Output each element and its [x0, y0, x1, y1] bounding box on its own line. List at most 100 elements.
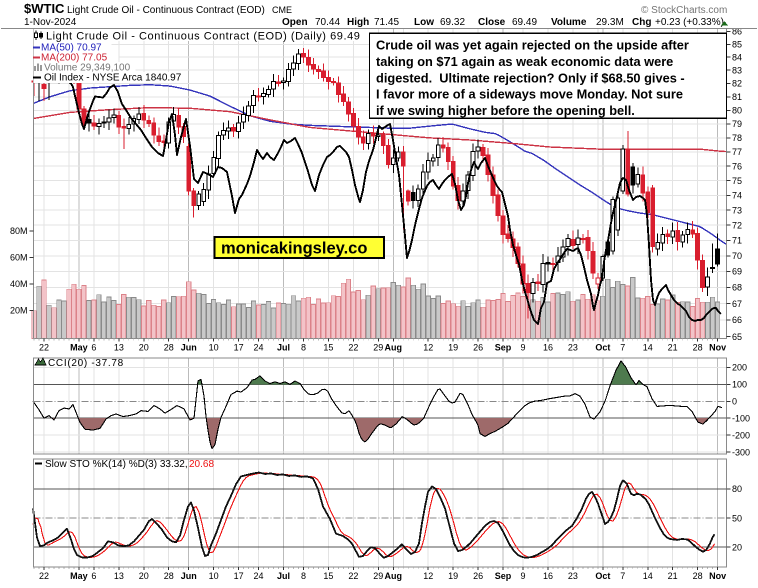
svg-text:Chg: Chg [632, 17, 651, 28]
svg-text:Oil Index - NYSE Arca 1840.97: Oil Index - NYSE Arca 1840.97 [44, 73, 182, 84]
svg-text:71.45: 71.45 [374, 17, 399, 28]
svg-text:20M: 20M [10, 306, 28, 316]
svg-text:Jul: Jul [277, 571, 290, 581]
svg-text:9: 9 [520, 343, 525, 353]
svg-text:69.32: 69.32 [440, 17, 465, 28]
svg-text:High: High [347, 17, 369, 28]
svg-text:26: 26 [473, 343, 483, 353]
svg-text:22: 22 [348, 343, 358, 353]
svg-text:80M: 80M [10, 226, 28, 236]
svg-text:monicakingsley.co: monicakingsley.co [221, 240, 367, 258]
svg-text:MA(50) 70.97: MA(50) 70.97 [41, 43, 102, 54]
svg-text:29.3M: 29.3M [596, 17, 624, 28]
svg-text:Jun: Jun [181, 343, 197, 353]
svg-text:taking on $71 again as weak ec: taking on $71 again as weak economic dat… [376, 54, 673, 69]
svg-text:83: 83 [732, 65, 742, 75]
svg-text:10: 10 [209, 343, 219, 353]
svg-text:85: 85 [732, 39, 742, 49]
svg-text:40M: 40M [10, 279, 28, 289]
svg-text:80: 80 [732, 484, 742, 494]
svg-text:22: 22 [348, 571, 358, 581]
svg-text:CCI(20) -37.78: CCI(20) -37.78 [48, 358, 124, 369]
svg-text:28: 28 [164, 571, 174, 581]
svg-text:81: 81 [732, 92, 742, 102]
svg-text:Sep: Sep [495, 343, 512, 353]
svg-text:0: 0 [732, 397, 737, 407]
svg-text:Low: Low [414, 17, 434, 28]
svg-text:12: 12 [423, 343, 433, 353]
svg-text:20: 20 [139, 343, 149, 353]
svg-text:75: 75 [732, 176, 742, 186]
svg-text:28: 28 [693, 343, 703, 353]
svg-text:80: 80 [732, 106, 742, 116]
svg-text:15: 15 [323, 571, 333, 581]
svg-text:I favor more of a sideways mov: I favor more of a sideways move Monday. … [376, 87, 683, 102]
svg-text:Aug: Aug [385, 343, 403, 353]
svg-text:10: 10 [209, 571, 219, 581]
svg-text:70: 70 [732, 251, 742, 261]
svg-text:28: 28 [164, 343, 174, 353]
svg-text:May: May [70, 343, 88, 353]
svg-text:Nov: Nov [709, 571, 726, 581]
svg-text:19: 19 [448, 343, 458, 353]
svg-text:6: 6 [91, 343, 96, 353]
svg-text:1-Nov-2024: 1-Nov-2024 [24, 17, 77, 28]
svg-text:if we swing higher before the: if we swing higher before the opening be… [376, 103, 635, 118]
svg-text:Oct: Oct [595, 571, 610, 581]
svg-text:Close: Close [478, 17, 506, 28]
svg-text:24: 24 [254, 571, 264, 581]
svg-text:13: 13 [114, 343, 124, 353]
svg-text:60M: 60M [10, 253, 28, 263]
svg-text:84: 84 [732, 52, 742, 62]
svg-text:24: 24 [254, 343, 264, 353]
svg-text:50: 50 [732, 513, 742, 523]
svg-text:7: 7 [620, 571, 625, 581]
svg-text:Open: Open [282, 17, 308, 28]
svg-text:21: 21 [668, 343, 678, 353]
svg-text:29: 29 [373, 343, 383, 353]
svg-text:20: 20 [139, 571, 149, 581]
svg-text:12: 12 [423, 571, 433, 581]
svg-text:67: 67 [732, 299, 742, 309]
svg-text:© StockCharts.com: © StockCharts.com [641, 5, 727, 16]
svg-text:73: 73 [732, 205, 742, 215]
svg-text:82: 82 [732, 79, 742, 89]
svg-text:Crude oil was yet again reject: Crude oil was yet again rejected on the … [376, 38, 689, 53]
svg-text:69: 69 [732, 267, 742, 277]
svg-text:29: 29 [373, 571, 383, 581]
svg-text:Jul: Jul [277, 343, 290, 353]
svg-text:19: 19 [448, 571, 458, 581]
svg-text:CME: CME [272, 5, 292, 15]
svg-text:Volume: Volume [551, 17, 587, 28]
svg-text:May: May [70, 571, 88, 581]
svg-text:Volume 29,349,100: Volume 29,349,100 [44, 63, 131, 74]
svg-text:21: 21 [668, 571, 678, 581]
svg-text:23: 23 [568, 343, 578, 353]
svg-text:69.49: 69.49 [512, 17, 537, 28]
svg-text:-100: -100 [732, 413, 750, 423]
svg-text:8: 8 [301, 343, 306, 353]
svg-text:14: 14 [643, 571, 653, 581]
svg-text:22: 22 [39, 343, 49, 353]
svg-text:MA(200) 77.05: MA(200) 77.05 [41, 53, 108, 64]
svg-text:digested. Ultimate rejection?: digested. Ultimate rejection? Only if $6… [376, 70, 685, 85]
svg-text:76: 76 [732, 161, 742, 171]
svg-text:65: 65 [732, 332, 742, 342]
svg-text:14: 14 [643, 343, 653, 353]
svg-text:Jun: Jun [181, 571, 197, 581]
svg-text:100: 100 [732, 380, 747, 390]
svg-text:-200: -200 [732, 430, 750, 440]
svg-text:86: 86 [732, 27, 742, 37]
svg-text:77: 77 [732, 147, 742, 157]
svg-text:28: 28 [693, 571, 703, 581]
svg-text:17: 17 [234, 343, 244, 353]
svg-text:6: 6 [91, 571, 96, 581]
svg-text:72: 72 [732, 220, 742, 230]
svg-text:79: 79 [732, 119, 742, 129]
svg-text:20: 20 [732, 542, 742, 552]
svg-text:Slow STO %K(14) %D(3) 33.32,: Slow STO %K(14) %D(3) 33.32, [45, 459, 188, 470]
svg-text:20.68: 20.68 [189, 459, 214, 470]
svg-text:Sep: Sep [495, 571, 512, 581]
svg-text:-300: -300 [732, 447, 750, 457]
svg-text:16: 16 [543, 343, 553, 353]
